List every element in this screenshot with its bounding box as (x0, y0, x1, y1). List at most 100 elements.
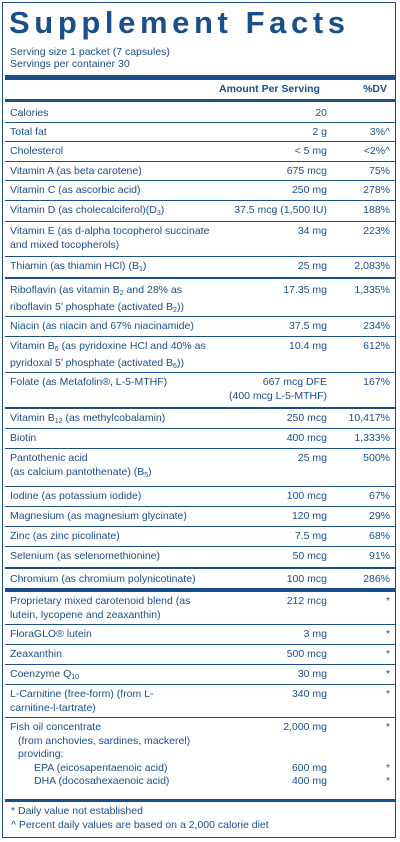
row-divider (5, 486, 395, 487)
amount-header: Amount Per Serving (219, 83, 320, 95)
nutrient-dv: 29% (368, 510, 390, 522)
row-divider (5, 180, 395, 181)
nutrient-name: Biotin (10, 432, 37, 444)
row-divider (5, 644, 395, 645)
nutrient-amount: < 5 mg (294, 145, 327, 157)
nutrient-dv: 500% (363, 452, 390, 464)
nutrient-dv: * (385, 648, 390, 660)
nutrient-name: Calories (10, 107, 49, 119)
nutrient-name: Vitamin A (as beta carotene) (10, 165, 142, 177)
row-divider (5, 526, 395, 527)
section-rule (5, 567, 395, 569)
nutrient-dv: 75% (368, 165, 390, 177)
nutrient-dv: 223% (363, 225, 390, 237)
header-rule (5, 99, 395, 102)
nutrient-amount: 25 mg (297, 260, 327, 272)
row-divider (5, 316, 395, 317)
row-divider (5, 122, 395, 123)
nutrient-dv: 286% (363, 573, 390, 585)
nutrient-amount: 400 mcg (286, 432, 327, 444)
nutrient-dv: * (385, 628, 390, 640)
nutrient-name: Niacin (as niacin and 67% niacinamide) (10, 320, 194, 332)
nutrient-dv: 3%^ (369, 126, 390, 138)
nutrient-dv: 612% (363, 340, 390, 352)
nutrient-amount: 25 mg (297, 452, 327, 464)
nutrient-name: Iodine (as potassium iodide) (10, 490, 142, 502)
nutrient-dv: 91% (368, 550, 390, 562)
row-divider (5, 200, 395, 201)
nutrient-amount: 3 mg (303, 628, 327, 640)
nutrient-amount: 30 mg (297, 668, 327, 680)
nutrient-dv: 167% (363, 376, 390, 388)
footnote-daily-value: * Daily value not established (11, 805, 143, 817)
nutrient-amount: 50 mcg (292, 550, 327, 562)
nutrient-amount: 2,000 mg 600 mg 400 mg (283, 721, 327, 787)
row-divider (5, 161, 395, 162)
row-divider (5, 256, 395, 257)
nutrient-dv: <2%^ (363, 145, 390, 157)
nutrient-name: Chromium (as chromium polynicotinate) (10, 573, 196, 585)
nutrient-amount: 120 mg (291, 510, 327, 522)
nutrient-name: Pantothenic acid (as calcium pantothenate… (10, 452, 152, 479)
nutrient-amount: 20 (315, 107, 327, 119)
nutrient-name: L-Carnitine (free-form) (from L-carnitin… (10, 688, 154, 714)
nutrient-amount: 250 mcg (286, 412, 327, 424)
row-divider (5, 506, 395, 507)
nutrient-amount: 37.5 mcg (1,500 IU) (234, 204, 327, 216)
footnote-calorie-diet: ^ Percent daily values are based on a 2,… (11, 819, 269, 831)
nutrient-name: FloraGLO® lutein (10, 628, 92, 640)
nutrient-dv: 1,335% (354, 284, 390, 296)
thick-rule (5, 588, 395, 592)
row-divider (5, 664, 395, 665)
nutrient-amount: 10.4 mg (289, 340, 327, 352)
nutrient-amount: 675 mcg (286, 165, 327, 177)
section-rule (5, 407, 395, 409)
row-divider (5, 428, 395, 429)
nutrient-name: Cholesterol (10, 145, 64, 157)
nutrient-dv: 1,333% (354, 432, 390, 444)
nutrient-amount: 212 mcg (286, 595, 327, 607)
row-divider (5, 684, 395, 685)
row-divider (5, 717, 395, 718)
dv-header: %DV (363, 83, 387, 95)
nutrient-amount: 100 mcg (286, 573, 327, 585)
nutrient-dv: 68% (368, 530, 390, 542)
nutrient-amount: 250 mg (291, 184, 327, 196)
row-divider (5, 448, 395, 449)
nutrient-amount: 7.5 mg (294, 530, 327, 542)
nutrient-amount: 34 mg (297, 225, 327, 237)
nutrient-name: Coenzyme Q10 (10, 668, 80, 681)
servings-per-container: Servings per container 30 (10, 58, 130, 70)
nutrient-amount: 500 mcg (286, 648, 327, 660)
nutrient-name: Vitamin B12 (as methylcobalamin) (10, 412, 166, 425)
nutrient-name: Vitamin B6 (as pyridoxine HCl and 40% as… (10, 340, 206, 370)
nutrient-dv: * (385, 688, 390, 700)
supplement-facts-panel: Supplement Facts Serving size 1 packet (… (2, 2, 396, 838)
section-rule (5, 277, 395, 279)
nutrient-dv: 67% (368, 490, 390, 502)
nutrient-name: Total fat (10, 126, 47, 138)
row-divider (5, 336, 395, 337)
nutrient-amount: 17.35 mg (283, 284, 327, 296)
nutrient-amount: 667 mcg DFE (400 mcg L-5-MTHF) (228, 376, 327, 402)
nutrient-dv: 234% (363, 320, 390, 332)
nutrient-dv: 10,417% (348, 412, 390, 424)
nutrient-name: Thiamin (as thiamin HCl) (B1) (10, 260, 147, 273)
row-divider (5, 141, 395, 142)
nutrient-name: Vitamin C (as ascorbic acid) (10, 184, 141, 196)
nutrient-name: Magnesium (as magnesium glycinate) (10, 510, 187, 522)
nutrient-amount: 37.5 mg (289, 320, 327, 332)
nutrient-name: Zeaxanthin (10, 648, 62, 660)
row-divider (5, 372, 395, 373)
nutrient-amount: 2 g (312, 126, 327, 138)
row-divider (5, 624, 395, 625)
nutrient-name: Vitamin D (as cholecalciferol)(D3) (10, 204, 165, 217)
nutrient-amount: 340 mg (291, 688, 327, 700)
nutrient-name: Folate (as Metafolin®, L-5-MTHF) (10, 376, 168, 388)
nutrient-name: Fish oil concentrate (from anchovies, sa… (10, 721, 191, 787)
panel-title: Supplement Facts (9, 5, 350, 40)
nutrient-dv: 2,083% (354, 260, 390, 272)
nutrient-name: Riboflavin (as vitamin B2 and 28% as ribo… (10, 284, 184, 314)
nutrient-dv: 188% (363, 204, 390, 216)
row-divider (5, 546, 395, 547)
